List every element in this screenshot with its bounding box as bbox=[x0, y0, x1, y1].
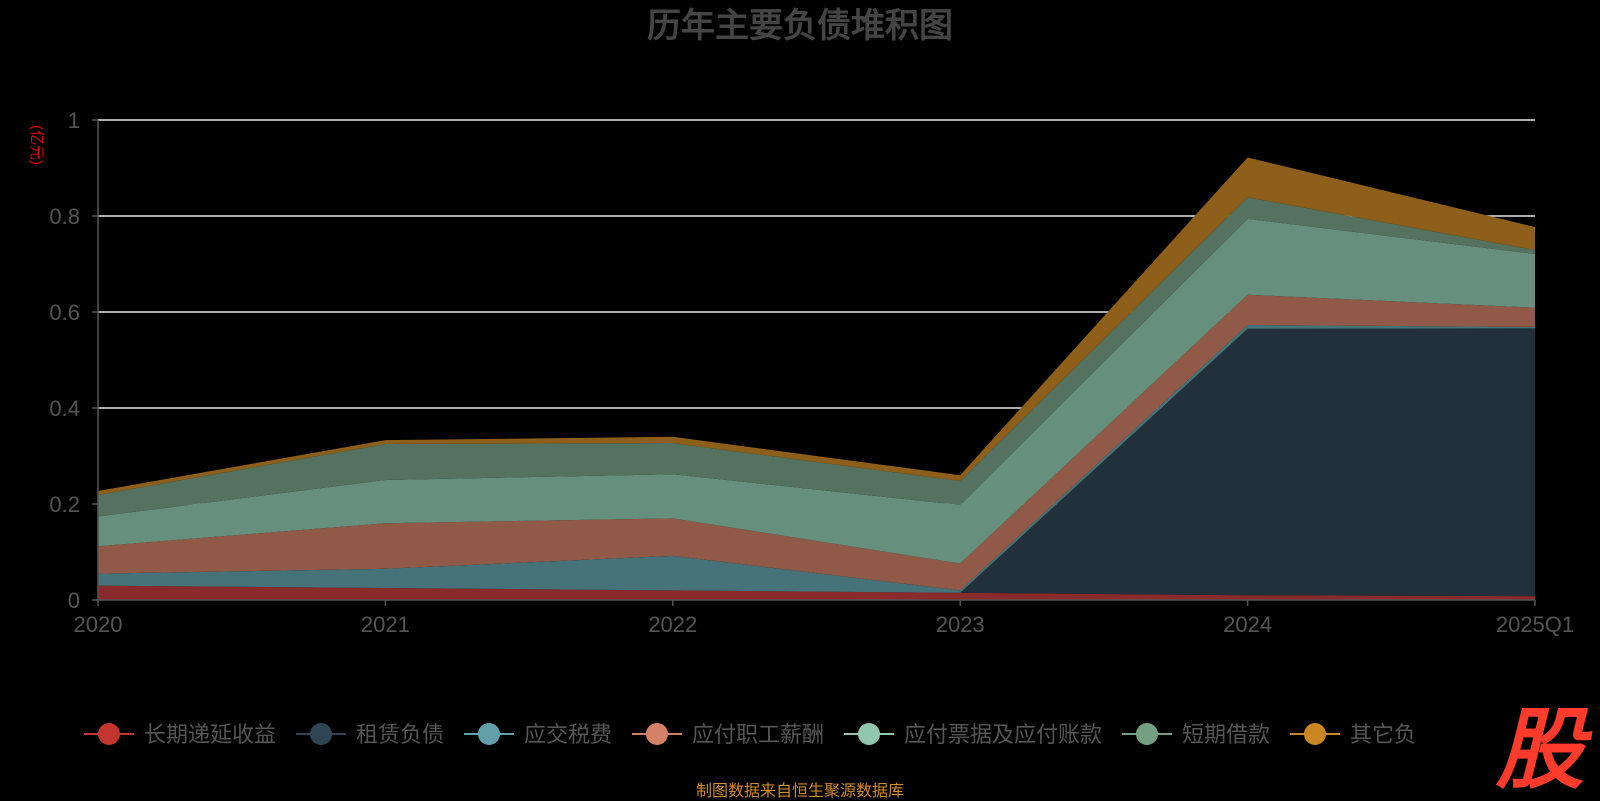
y-tick-label: 0.8 bbox=[49, 204, 80, 229]
area-series-3 bbox=[98, 294, 1535, 591]
x-tick-label: 2022 bbox=[648, 612, 697, 637]
y-tick-label: 1 bbox=[68, 108, 80, 133]
legend-label: 长期递延收益 bbox=[144, 722, 276, 747]
area-series-6 bbox=[98, 157, 1535, 495]
y-tick-label: 0.6 bbox=[49, 300, 80, 325]
legend: 长期递延收益 租赁负债 应交税费 应付职工薪酬 应付票据及应付账款 短期借款 其它负 bbox=[84, 722, 1416, 747]
legend-marker bbox=[1304, 723, 1326, 745]
unit-label: (亿元) bbox=[28, 125, 45, 165]
legend-marker bbox=[98, 723, 120, 745]
legend-marker bbox=[1136, 723, 1158, 745]
area-series-0 bbox=[98, 585, 1535, 600]
legend-label: 应付职工薪酬 bbox=[692, 722, 824, 747]
area-series bbox=[98, 157, 1535, 600]
y-tick-label: 0.2 bbox=[49, 492, 80, 517]
legend-label: 短期借款 bbox=[1182, 722, 1270, 747]
legend-label: 应付票据及应付账款 bbox=[904, 722, 1102, 747]
legend-marker bbox=[858, 723, 880, 745]
y-tick-label: 0 bbox=[68, 588, 80, 613]
area-series-1 bbox=[98, 328, 1535, 597]
legend-marker bbox=[310, 723, 332, 745]
legend-marker bbox=[646, 723, 668, 745]
watermark-logo: 股 bbox=[1495, 698, 1584, 801]
legend-marker bbox=[478, 723, 500, 745]
x-tick-label: 2020 bbox=[74, 612, 123, 637]
legend-label: 租赁负债 bbox=[356, 722, 444, 747]
source-note: 制图数据来自恒生聚源数据库 bbox=[696, 782, 904, 800]
legend-label: 其它负 bbox=[1350, 722, 1416, 747]
area-series-4 bbox=[98, 218, 1535, 564]
x-tick-label: 2023 bbox=[936, 612, 985, 637]
x-tick-label: 2024 bbox=[1223, 612, 1272, 637]
area-series-2 bbox=[98, 324, 1535, 593]
y-tick-label: 0.4 bbox=[49, 396, 80, 421]
x-tick-label: 2025Q1 bbox=[1496, 612, 1574, 637]
chart-title: 历年主要负债堆积图 bbox=[647, 7, 953, 45]
legend-label: 应交税费 bbox=[524, 722, 612, 747]
x-tick-label: 2021 bbox=[361, 612, 410, 637]
area-series-5 bbox=[98, 197, 1535, 517]
axes: 2020 2021 2022 2023 2024 2025Q1 bbox=[74, 119, 1574, 637]
